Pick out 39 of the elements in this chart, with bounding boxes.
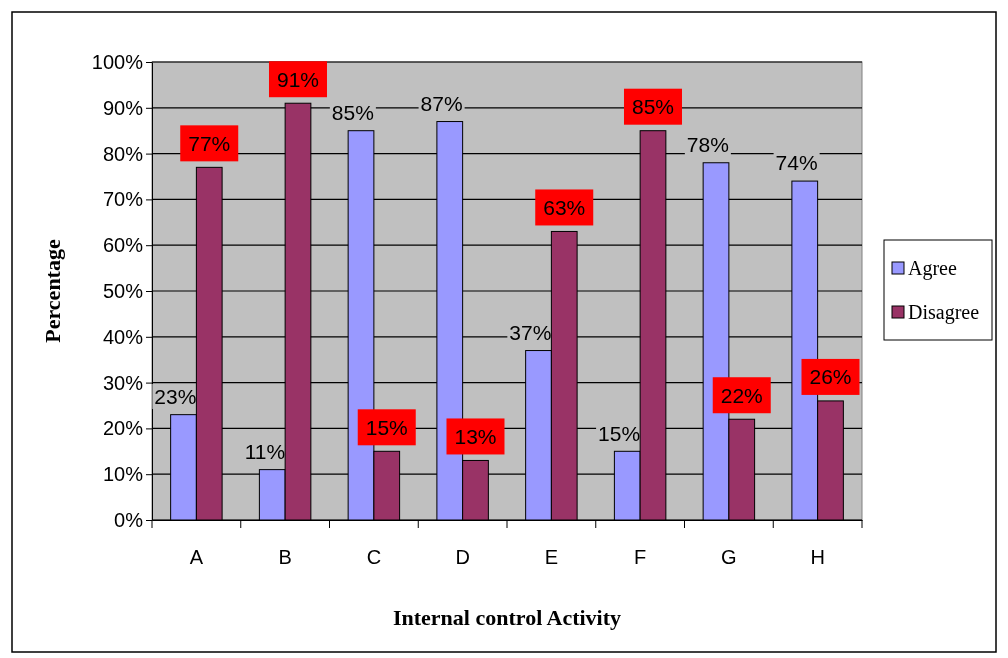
data-label: 15% (365, 415, 408, 439)
data-label: 23% (154, 385, 197, 409)
x-tick-label: D (455, 546, 470, 569)
x-tick-label: G (721, 546, 737, 569)
y-tick-label: 10% (102, 463, 144, 486)
data-label: 85% (331, 101, 374, 125)
y-tick-label: 100% (91, 50, 144, 73)
data-label: 13% (454, 424, 497, 448)
x-tick-label: B (278, 546, 292, 569)
x-tick-label: H (810, 546, 825, 569)
y-tick-label: 50% (102, 279, 144, 302)
data-label: 22% (720, 383, 763, 407)
data-label: 87% (420, 91, 463, 115)
y-tick-label: 90% (102, 96, 144, 119)
data-label: 15% (598, 421, 641, 445)
data-label: 26% (809, 365, 852, 389)
data-label: 77% (188, 131, 231, 155)
data-label: 11% (244, 439, 286, 463)
data-label: 37% (509, 320, 552, 344)
data-label: 85% (631, 95, 675, 119)
legend-label: Agree (908, 257, 957, 280)
y-tick-label: 30% (102, 371, 144, 394)
x-tick-label: E (544, 546, 559, 569)
y-tick-label: 60% (102, 234, 144, 257)
y-tick-label: 0% (114, 508, 144, 531)
y-tick-label: 80% (102, 142, 144, 165)
data-label: 91% (276, 67, 320, 91)
y-axis-title: Percentage (40, 239, 65, 343)
x-tick-label: A (189, 546, 204, 569)
x-tick-label: C (366, 546, 382, 569)
x-axis-title: Internal control Activity (392, 605, 622, 630)
data-label: 74% (775, 151, 818, 175)
y-tick-label: 40% (102, 325, 144, 348)
y-tick-label: 20% (102, 417, 144, 440)
legend-label: Disagree (908, 301, 980, 324)
y-tick-label: 70% (102, 188, 144, 211)
x-tick-label: F (634, 546, 647, 569)
data-label: 78% (686, 133, 729, 157)
data-label: 63% (543, 195, 586, 219)
